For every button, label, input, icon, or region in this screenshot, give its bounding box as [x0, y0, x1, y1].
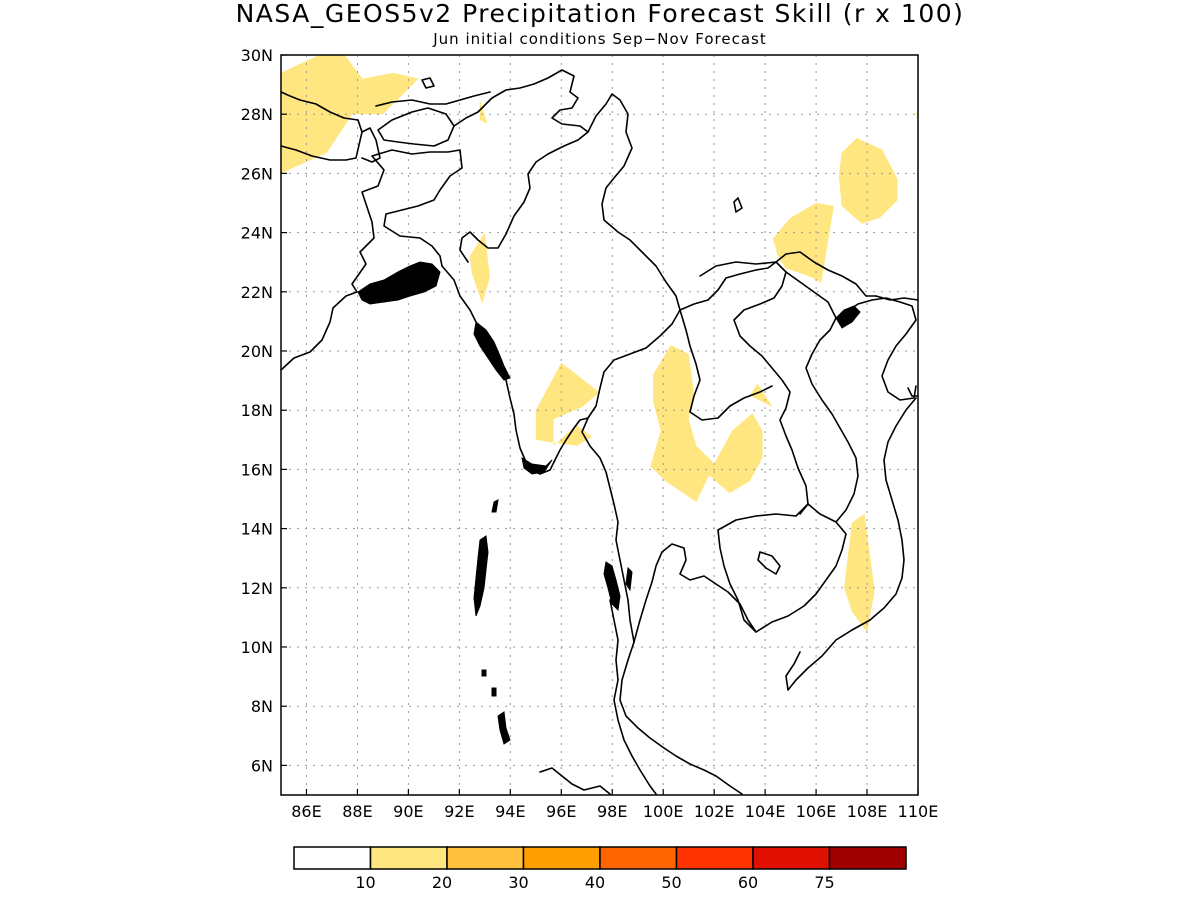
- andaman-islands: [473, 535, 489, 617]
- thailand-gulf-coast: [633, 543, 757, 643]
- y-tick-label: 10N: [241, 638, 273, 657]
- map-subtitle: Jun initial conditions Sep−Nov Forecast: [432, 30, 767, 48]
- myanmar-thailand-border: [581, 309, 681, 643]
- colorbar-label: 75: [814, 873, 834, 892]
- y-tick-label: 16N: [241, 460, 273, 479]
- myanmar-china-border: [587, 93, 681, 311]
- skill-region-3: [469, 232, 490, 304]
- colorbar-swatch-2: [369, 846, 448, 870]
- x-tick-label: 88E: [342, 802, 372, 821]
- colorbar-label: 10: [355, 873, 375, 892]
- y-tick-label: 6N: [251, 756, 273, 775]
- cambodia-border: [717, 503, 847, 633]
- coastlines-and-borders: [280, 69, 919, 795]
- x-tick-label: 96E: [546, 802, 576, 821]
- skill-region-7: [772, 203, 834, 283]
- skill-region-6: [749, 383, 773, 408]
- x-tick-label: 92E: [444, 802, 474, 821]
- y-tick-label: 12N: [241, 579, 273, 598]
- mergui-archipelago: [603, 561, 633, 612]
- colorbar-label: 50: [661, 873, 681, 892]
- arakan-islands: [473, 321, 511, 381]
- skill-region-10: [844, 513, 875, 633]
- map-title: NASA_GEOS5v2 Precipitation Forecast Skil…: [236, 0, 965, 28]
- china-vietnam-border: [699, 251, 877, 297]
- y-tick-label: 30N: [241, 46, 273, 65]
- ganges-delta: [357, 261, 441, 305]
- colorbar-swatch-1: [293, 846, 372, 870]
- vietnam-central-coast: [785, 397, 917, 691]
- x-tick-label: 108E: [847, 802, 888, 821]
- x-tick-label: 86E: [291, 802, 321, 821]
- graticule: [281, 54, 919, 795]
- colorbar: 10 20 30 40 50 60 75: [293, 846, 907, 892]
- vietnam-coast: [835, 297, 917, 401]
- hainan-coast: [907, 387, 919, 397]
- tonle-sap: [757, 551, 781, 575]
- colorbar-swatch-3: [446, 846, 525, 870]
- x-tick-label: 94E: [495, 802, 525, 821]
- y-tick-label: 20N: [241, 342, 273, 361]
- x-tick-label: 104E: [745, 802, 786, 821]
- y-tick-label: 14N: [241, 520, 273, 539]
- x-tick-label: 102E: [694, 802, 735, 821]
- malay-peninsula-west: [609, 599, 657, 795]
- china-lake: [733, 197, 743, 213]
- y-tick-label: 26N: [241, 164, 273, 183]
- ne-india-border: [453, 69, 589, 263]
- skill-region-4: [535, 362, 600, 446]
- y-tick-label: 8N: [251, 697, 273, 716]
- colorbar-label: 60: [738, 873, 758, 892]
- thailand-laos-border: [679, 261, 809, 515]
- malay-peninsula: [619, 641, 743, 795]
- nicobar-islands: [481, 669, 511, 745]
- colorbar-swatch-6: [675, 846, 754, 870]
- x-tick-label: 90E: [393, 802, 423, 821]
- skill-region-8: [839, 137, 898, 224]
- bhutan-border: [377, 107, 455, 147]
- nepal-border: [280, 91, 363, 161]
- colorbar-label: 40: [585, 873, 605, 892]
- x-tick-label: 106E: [796, 802, 837, 821]
- y-tick-label: 24N: [241, 224, 273, 243]
- y-tick-label: 18N: [241, 401, 273, 420]
- colorbar-swatch-4: [522, 846, 601, 870]
- red-river-delta: [835, 305, 861, 329]
- laos-vietnam-border: [785, 271, 859, 523]
- thailand-north-border: [679, 309, 773, 421]
- tibet-border: [375, 91, 491, 107]
- irrawaddy-delta: [521, 456, 553, 475]
- skill-shading-layer: [281, 55, 918, 633]
- skill-region-1: [281, 55, 419, 174]
- gulf-of-tonkin: [875, 295, 919, 301]
- skill-region-5: [650, 345, 763, 502]
- tanintharyi-coast: [553, 417, 589, 463]
- malay-south: [539, 767, 611, 795]
- longitude-ticks: 86E 88E 90E 92E 94E 96E 98E 100E 102E 104E 106E 108…: [291, 802, 938, 821]
- skill-region-9: [915, 111, 918, 121]
- map-frame: [280, 54, 919, 796]
- latitude-ticks: 30N 28N 26N 24N 22N 20N 18N 16N 14N 12N 10N 8N 6N: [241, 46, 273, 775]
- x-tick-label: 98E: [597, 802, 627, 821]
- bangladesh-border: [351, 149, 463, 293]
- x-tick-label: 110E: [898, 802, 939, 821]
- colorbar-swatch-7: [752, 846, 831, 870]
- colorbar-label: 20: [432, 873, 452, 892]
- y-tick-label: 28N: [241, 105, 273, 124]
- colorbar-label: 30: [508, 873, 528, 892]
- y-tick-label: 22N: [241, 283, 273, 302]
- andaman-island-north: [491, 499, 499, 513]
- colorbar-swatch-5: [599, 846, 678, 870]
- india-east-coast: [280, 291, 358, 371]
- x-tick-label: 100E: [643, 802, 684, 821]
- sikkim-border: [361, 127, 381, 163]
- lake-feature: [421, 77, 435, 89]
- colorbar-swatch-8: [828, 846, 907, 870]
- skill-region-2: [479, 99, 488, 124]
